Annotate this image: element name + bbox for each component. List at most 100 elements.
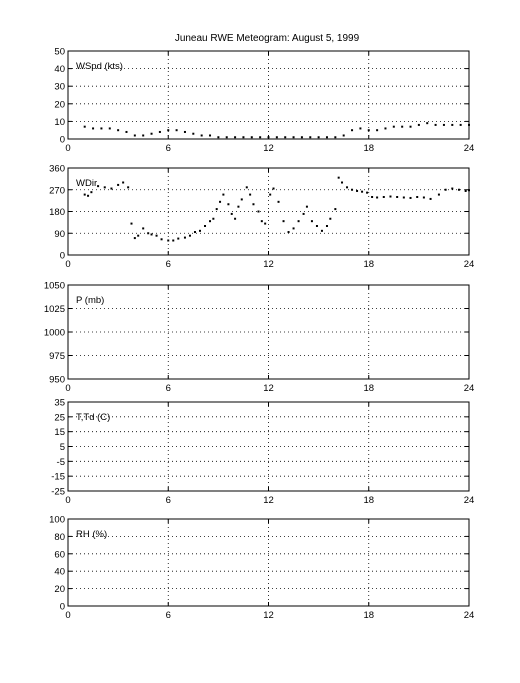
data-point xyxy=(367,129,370,132)
data-point xyxy=(320,229,323,232)
data-point xyxy=(133,237,136,240)
data-point xyxy=(133,134,136,137)
data-point xyxy=(250,136,253,139)
y-tick-label: 0 xyxy=(60,251,65,262)
data-point xyxy=(215,208,218,211)
data-point xyxy=(217,136,220,139)
x-tick-label: 6 xyxy=(166,495,171,506)
x-tick-label: 0 xyxy=(65,143,70,154)
panel-label: RH (%) xyxy=(76,529,107,540)
y-tick-label: 50 xyxy=(54,47,65,58)
data-point xyxy=(155,234,158,237)
data-point xyxy=(222,193,225,196)
data-point xyxy=(264,222,267,225)
data-point xyxy=(188,234,191,237)
x-tick-label: 18 xyxy=(363,259,374,270)
x-tick-label: 6 xyxy=(166,259,171,270)
y-tick-label: 20 xyxy=(54,99,65,110)
data-point xyxy=(252,203,255,206)
data-point xyxy=(90,191,93,194)
data-point xyxy=(172,239,175,242)
x-tick-label: 0 xyxy=(65,610,70,621)
data-point xyxy=(200,134,203,137)
data-point xyxy=(451,123,454,126)
data-point xyxy=(384,127,387,130)
data-point xyxy=(429,197,432,200)
data-point xyxy=(117,183,120,186)
data-point xyxy=(457,188,460,191)
x-tick-label: 12 xyxy=(263,143,274,154)
data-point xyxy=(337,176,340,179)
data-point xyxy=(87,194,90,197)
data-point xyxy=(142,227,145,230)
data-point xyxy=(127,186,130,189)
data-point xyxy=(183,130,186,133)
data-point xyxy=(356,189,359,192)
axes-frame xyxy=(67,518,470,607)
y-tick-label: 0 xyxy=(60,135,65,146)
data-point xyxy=(315,225,318,227)
series-wdir xyxy=(83,176,470,242)
data-point xyxy=(137,234,140,237)
data-point xyxy=(392,125,395,128)
data-point xyxy=(212,217,215,220)
y-tick-label: -15 xyxy=(51,472,65,483)
data-point xyxy=(376,129,379,132)
data-point xyxy=(150,132,153,135)
data-point xyxy=(167,129,170,132)
data-point xyxy=(275,136,278,139)
data-point xyxy=(401,125,404,128)
data-point xyxy=(117,129,120,132)
data-point xyxy=(277,200,280,203)
data-point xyxy=(147,232,150,235)
data-point xyxy=(409,125,412,128)
x-tick-label: 6 xyxy=(166,383,171,394)
y-tick-label: 975 xyxy=(49,351,65,362)
x-tick-label: 12 xyxy=(263,495,274,506)
data-point xyxy=(269,193,272,196)
y-tick-label: 40 xyxy=(54,567,65,578)
data-point xyxy=(142,134,145,137)
x-tick-label: 18 xyxy=(363,383,374,394)
data-point xyxy=(267,136,270,139)
data-point xyxy=(122,181,125,184)
data-point xyxy=(305,205,308,208)
data-point xyxy=(389,195,392,198)
data-point xyxy=(192,132,195,135)
data-point xyxy=(193,231,196,234)
x-tick-label: 0 xyxy=(65,495,70,506)
data-point xyxy=(444,188,447,191)
data-point xyxy=(371,196,374,198)
data-point xyxy=(282,220,285,223)
y-tick-label: 1050 xyxy=(44,281,65,292)
data-point xyxy=(272,187,275,190)
data-point xyxy=(468,123,470,126)
data-point xyxy=(325,136,328,139)
data-point xyxy=(402,196,405,199)
x-tick-label: 24 xyxy=(464,495,475,506)
data-point xyxy=(125,130,128,133)
data-point xyxy=(257,210,260,213)
data-point xyxy=(451,187,454,190)
panel-t-td-c: -25 -15 -5 5 15 25 35 0 6 12 18 24 T,Td (C) xyxy=(51,398,474,507)
data-point xyxy=(416,196,419,198)
data-point xyxy=(209,220,212,223)
data-point xyxy=(434,123,437,126)
series-wspd-kts xyxy=(83,122,470,139)
data-point xyxy=(426,122,429,125)
x-tick-label: 12 xyxy=(263,610,274,621)
data-point xyxy=(204,225,207,227)
data-point xyxy=(287,231,290,234)
data-point xyxy=(382,196,385,198)
x-tick-label: 0 xyxy=(65,259,70,270)
data-point xyxy=(103,186,106,189)
data-point xyxy=(334,208,337,211)
panel-wspd-kts: 0 10 20 30 40 50 0 6 12 18 24 WSpd (kts) xyxy=(54,47,474,155)
data-point xyxy=(437,193,440,196)
data-point xyxy=(300,136,303,139)
x-tick-label: 24 xyxy=(464,143,475,154)
data-point xyxy=(100,127,103,130)
